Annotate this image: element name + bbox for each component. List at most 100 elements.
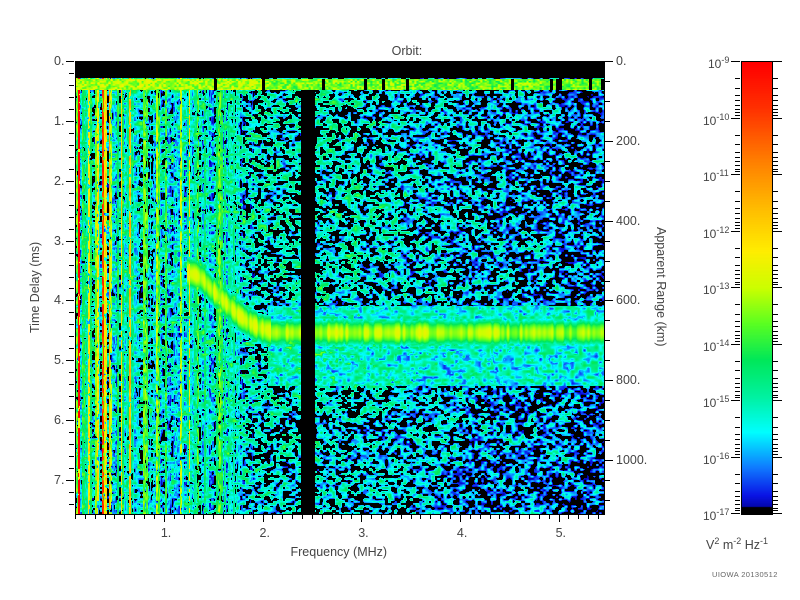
axis-tick <box>69 312 74 313</box>
colorbar-tick <box>773 112 778 113</box>
colorbar-tick <box>773 335 778 336</box>
axis-tick <box>154 514 155 519</box>
axis-tick <box>95 514 96 519</box>
axis-tick <box>605 320 610 321</box>
colorbar-tick <box>735 152 740 153</box>
axis-tick <box>292 514 293 519</box>
colorbar-tick-label: 10-9 <box>708 55 730 71</box>
axis-tick <box>69 384 74 385</box>
axis-tick <box>66 61 74 62</box>
colorbar <box>741 61 773 515</box>
axis-tick <box>75 514 76 519</box>
colorbar-tick <box>735 321 740 322</box>
colorbar-tick <box>735 496 740 497</box>
axis-tick <box>391 514 392 519</box>
colorbar-tick <box>731 513 740 514</box>
colorbar-tick <box>773 228 778 229</box>
colorbar-tick <box>773 454 778 455</box>
axis-tick <box>605 380 613 381</box>
colorbar-tick <box>773 218 778 219</box>
axis-tick <box>539 514 540 519</box>
colorbar-tick <box>773 225 778 226</box>
axis-tick <box>69 145 74 146</box>
colorbar-tick <box>735 383 740 384</box>
axis-tick <box>480 514 481 519</box>
colorbar-tick <box>773 400 782 401</box>
axis-tick <box>184 514 185 519</box>
y-tick-label: 3. <box>54 233 65 248</box>
colorbar-tick <box>773 161 778 162</box>
colorbar-tick <box>735 341 740 342</box>
colorbar-tick-label: 10-11 <box>703 168 729 184</box>
axis-tick <box>193 514 194 519</box>
axis-tick <box>440 514 441 519</box>
x-tick-label: 2. <box>259 526 270 540</box>
axis-tick <box>605 141 613 142</box>
ionogram-heatmap <box>76 62 604 514</box>
axis-tick <box>605 460 613 461</box>
colorbar-tick <box>773 439 778 440</box>
axis-tick <box>85 514 86 519</box>
colorbar-tick <box>735 171 740 172</box>
axis-tick <box>371 514 372 519</box>
y-tick-label: 7. <box>54 473 65 488</box>
colorbar-tick <box>735 157 740 158</box>
colorbar-tick <box>735 265 740 266</box>
axis-tick <box>69 408 74 409</box>
colorbar-tick <box>773 118 782 119</box>
colorbar-tick <box>735 225 740 226</box>
colorbar-tick <box>773 434 778 435</box>
colorbar-tick <box>735 282 740 283</box>
axis-tick <box>332 514 333 519</box>
axis-tick <box>322 514 323 519</box>
axis-tick <box>460 514 461 522</box>
colorbar-tick <box>773 361 778 362</box>
x-tick-label: 5. <box>555 526 567 540</box>
axis-tick <box>605 121 610 122</box>
colorbar-tick <box>773 496 778 497</box>
colorbar-tick <box>735 248 740 249</box>
axis-tick <box>69 133 74 134</box>
colorbar-tick <box>773 513 782 514</box>
colorbar-tick <box>735 326 740 327</box>
colorbar-tick-label: 10-14 <box>703 337 730 354</box>
axis-tick <box>69 253 74 254</box>
axis-tick <box>605 241 610 242</box>
axis-tick <box>66 420 74 421</box>
y2-tick-label: 800. <box>616 373 641 388</box>
colorbar-tick <box>735 274 740 275</box>
colorbar-tick <box>735 444 740 445</box>
axis-tick <box>164 514 165 522</box>
axis-tick <box>69 73 74 74</box>
colorbar-tick <box>773 341 778 342</box>
axis-tick <box>272 514 273 519</box>
colorbar-tick-label: 10-16 <box>703 450 730 467</box>
axis-tick <box>134 514 135 519</box>
colorbar-tick <box>773 331 778 332</box>
axis-tick <box>69 277 74 278</box>
colorbar-tick <box>731 457 740 458</box>
axis-tick <box>69 85 74 86</box>
colorbar-tick <box>773 274 778 275</box>
axis-tick <box>605 161 610 162</box>
colorbar-tick <box>735 397 740 398</box>
colorbar-tick <box>773 174 782 175</box>
colorbar-tick <box>735 304 740 305</box>
ionogram-plot-area <box>75 61 605 515</box>
colorbar-tick <box>735 222 740 223</box>
axis-tick <box>605 281 610 282</box>
colorbar-tick <box>773 165 778 166</box>
colorbar-tick <box>735 448 740 449</box>
axis-tick <box>549 514 550 519</box>
colorbar-tick <box>735 338 740 339</box>
colorbar-tick <box>735 218 740 219</box>
axis-tick <box>69 504 74 505</box>
axis-tick <box>203 514 204 519</box>
axis-tick <box>69 265 74 266</box>
colorbar-tick <box>735 191 740 192</box>
colorbar-tick <box>731 344 740 345</box>
colorbar-tick <box>773 338 778 339</box>
axis-tick <box>351 514 352 519</box>
colorbar-tick <box>773 88 778 89</box>
colorbar-tick <box>735 270 740 271</box>
